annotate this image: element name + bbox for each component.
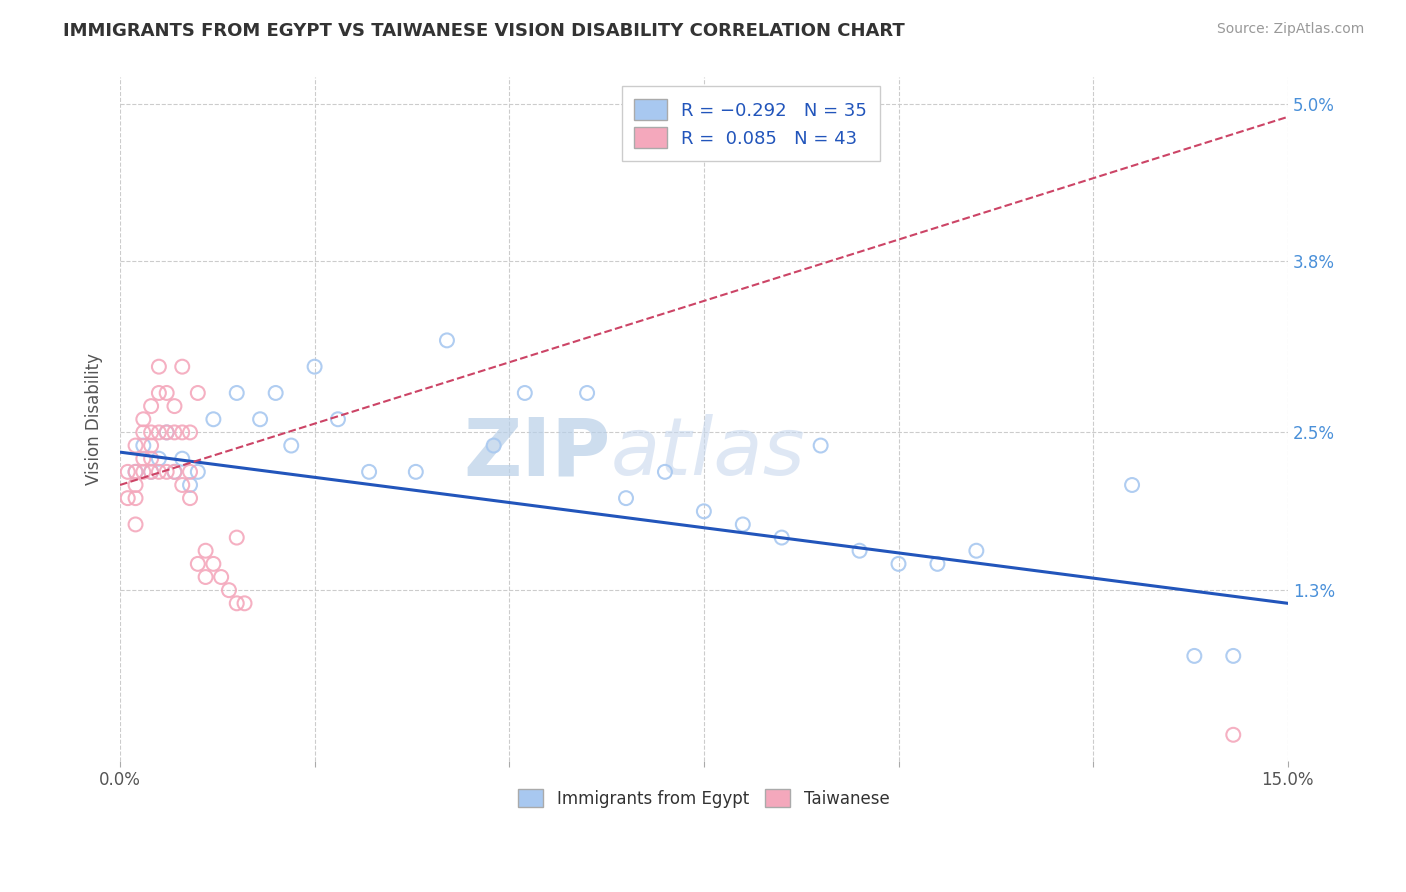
Point — [163, 399, 186, 413]
Point — [124, 478, 146, 492]
Point — [225, 386, 247, 401]
Point — [576, 386, 599, 401]
Point — [172, 478, 194, 492]
Point — [124, 438, 146, 452]
Point — [179, 465, 201, 479]
Point — [202, 412, 225, 426]
Point — [187, 465, 209, 479]
Point — [163, 465, 186, 479]
Point — [810, 438, 832, 452]
Point — [1222, 728, 1244, 742]
Point — [731, 517, 754, 532]
Point — [139, 425, 162, 440]
Point — [194, 543, 217, 558]
Point — [132, 412, 155, 426]
Y-axis label: Vision Disability: Vision Disability — [86, 353, 103, 485]
Point — [179, 491, 201, 505]
Point — [1222, 648, 1244, 663]
Point — [513, 386, 536, 401]
Point — [225, 596, 247, 610]
Point — [148, 359, 170, 374]
Point — [156, 425, 179, 440]
Point — [770, 531, 793, 545]
Text: atlas: atlas — [610, 415, 806, 492]
Point — [887, 557, 910, 571]
Text: ZIP: ZIP — [463, 415, 610, 492]
Point — [249, 412, 271, 426]
Point — [148, 425, 170, 440]
Point — [848, 543, 870, 558]
Point — [1182, 648, 1205, 663]
Point — [209, 570, 232, 584]
Point — [139, 399, 162, 413]
Point — [225, 531, 247, 545]
Point — [156, 386, 179, 401]
Point — [132, 438, 155, 452]
Point — [187, 386, 209, 401]
Point — [614, 491, 637, 505]
Point — [148, 465, 170, 479]
Point — [654, 465, 676, 479]
Point — [202, 557, 225, 571]
Point — [172, 425, 194, 440]
Point — [124, 517, 146, 532]
Point — [124, 465, 146, 479]
Point — [172, 359, 194, 374]
Point — [280, 438, 302, 452]
Point — [436, 334, 458, 348]
Point — [326, 412, 349, 426]
Point — [132, 425, 155, 440]
Point — [264, 386, 287, 401]
Point — [187, 557, 209, 571]
Point — [124, 491, 146, 505]
Legend: Immigrants from Egypt, Taiwanese: Immigrants from Egypt, Taiwanese — [512, 783, 896, 814]
Text: Source: ZipAtlas.com: Source: ZipAtlas.com — [1216, 22, 1364, 37]
Point — [163, 425, 186, 440]
Point — [304, 359, 326, 374]
Point — [927, 557, 949, 571]
Point — [156, 425, 179, 440]
Point — [124, 465, 146, 479]
Point — [482, 438, 505, 452]
Point — [139, 465, 162, 479]
Point — [148, 451, 170, 466]
Point — [132, 465, 155, 479]
Point — [117, 465, 139, 479]
Point — [179, 478, 201, 492]
Point — [405, 465, 427, 479]
Point — [172, 451, 194, 466]
Point — [117, 491, 139, 505]
Point — [965, 543, 987, 558]
Point — [1121, 478, 1143, 492]
Point — [693, 504, 716, 518]
Point — [139, 465, 162, 479]
Point — [156, 465, 179, 479]
Point — [139, 438, 162, 452]
Point — [139, 451, 162, 466]
Point — [163, 465, 186, 479]
Point — [148, 386, 170, 401]
Point — [218, 583, 240, 598]
Point — [359, 465, 381, 479]
Point — [233, 596, 256, 610]
Point — [194, 570, 217, 584]
Point — [132, 451, 155, 466]
Point — [179, 425, 201, 440]
Text: IMMIGRANTS FROM EGYPT VS TAIWANESE VISION DISABILITY CORRELATION CHART: IMMIGRANTS FROM EGYPT VS TAIWANESE VISIO… — [63, 22, 905, 40]
